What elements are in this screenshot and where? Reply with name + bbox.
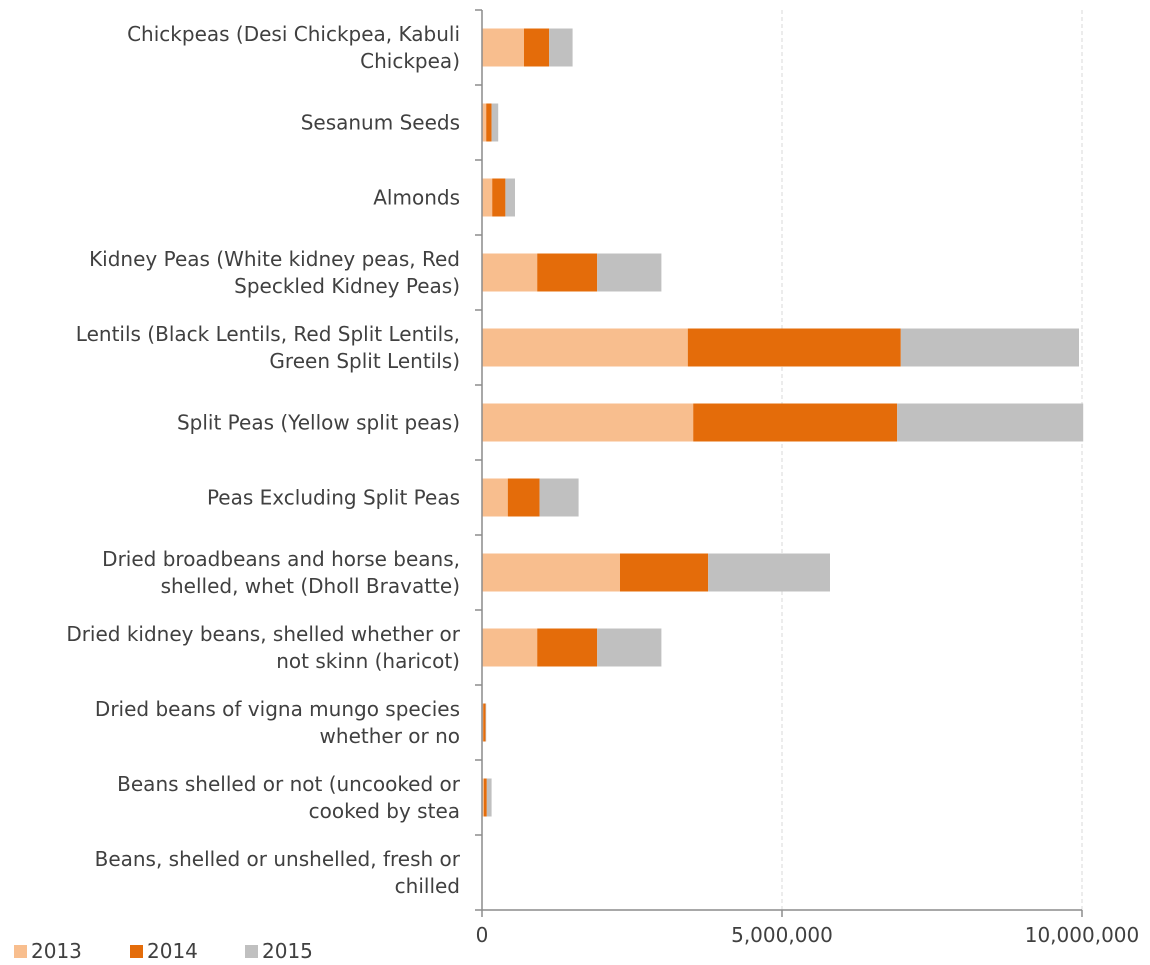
category-label: Lentils (Black Lentils, Red Split Lentil… [76, 322, 460, 373]
bar-2014-2 [492, 178, 506, 217]
category-label-line: Speckled Kidney Peas) [234, 274, 460, 298]
bar-2015-1 [491, 103, 499, 142]
category-label-line: Lentils (Black Lentils, Red Split Lentil… [76, 322, 460, 346]
bar-2013-2 [482, 178, 493, 217]
legend-label: 2014 [147, 939, 198, 963]
category-label-line: Chickpea) [360, 49, 460, 73]
bar-2013-1 [482, 103, 487, 142]
category-label: Chickpeas (Desi Chickpea, Kabuli Chickpea… [127, 22, 460, 73]
x-tick-labels: 0 5,000,000 10,000,000 [476, 923, 1140, 947]
legend: 2013 2014 2015 [14, 939, 313, 963]
category-label: Dried beans of vigna mungo species whethe… [95, 697, 460, 748]
category-label-line: cooked by stea [309, 799, 460, 823]
category-label: Beans shelled or not (uncooked or cooked … [117, 772, 461, 823]
category-label: Kidney Peas (White kidney peas, Red Speck… [89, 247, 460, 298]
legend-item-2014: 2014 [130, 939, 198, 963]
category-label-line: Almonds [373, 186, 460, 210]
bar-2015-5 [897, 403, 1084, 442]
category-label-line: Split Peas (Yellow split peas) [177, 411, 460, 435]
bar-2013-7 [482, 553, 620, 592]
bar-2013-0 [482, 28, 524, 67]
legend-item-2015: 2015 [245, 939, 313, 963]
category-label: Sesanum Seeds [301, 111, 460, 135]
category-label-line: whether or no [320, 724, 460, 748]
bar-2014-7 [620, 553, 709, 592]
bar-2015-10 [486, 778, 492, 817]
category-label-line: chilled [395, 874, 460, 898]
category-label: Dried kidney beans, shelled whether or no… [66, 622, 460, 673]
bar-2014-5 [693, 403, 898, 442]
category-label-line: Beans shelled or not (uncooked or [117, 772, 461, 796]
category-label-line: Dried kidney beans, shelled whether or [66, 622, 460, 646]
category-label: Almonds [373, 186, 460, 210]
bar-2014-9 [483, 703, 486, 742]
bar-2015-8 [597, 628, 662, 667]
axes [475, 9, 1083, 917]
legend-label: 2015 [262, 939, 313, 963]
bar-2013-4 [482, 328, 688, 367]
bar-2015-6 [539, 478, 579, 517]
bar-2013-6 [482, 478, 508, 517]
gridlines [781, 10, 1083, 910]
bar-2013-3 [482, 253, 538, 292]
legend-swatch [130, 945, 143, 958]
x-tick-label: 5,000,000 [731, 923, 833, 947]
x-tick-label: 0 [476, 923, 489, 947]
bar-2014-1 [486, 103, 492, 142]
category-label-line: Green Split Lentils) [269, 349, 460, 373]
bar-2013-8 [482, 628, 538, 667]
bar-2014-0 [524, 28, 550, 67]
bar-2014-6 [507, 478, 540, 517]
category-label-line: Sesanum Seeds [301, 111, 460, 135]
category-label-line: Beans, shelled or unshelled, fresh or [95, 847, 461, 871]
bar-2015-7 [708, 553, 830, 592]
bar-2015-3 [597, 253, 662, 292]
legend-swatch [245, 945, 258, 958]
category-label: Peas Excluding Split Peas [207, 486, 460, 510]
category-label-line: Kidney Peas (White kidney peas, Red [89, 247, 460, 271]
bar-2015-9 [485, 703, 487, 742]
category-label: Split Peas (Yellow split peas) [177, 411, 460, 435]
category-label-line: Dried beans of vigna mungo species [95, 697, 460, 721]
category-label-line: Dried broadbeans and horse beans, [102, 547, 460, 571]
category-label-line: shelled, whet (Dholl Bravatte) [161, 574, 460, 598]
bar-2014-8 [537, 628, 598, 667]
bar-2015-4 [900, 328, 1079, 367]
category-labels: Chickpeas (Desi Chickpea, Kabuli Chickpea… [66, 22, 460, 898]
bar-2014-3 [537, 253, 598, 292]
bar-2015-2 [505, 178, 515, 217]
category-label: Beans, shelled or unshelled, fresh or chi… [95, 847, 461, 898]
bar-2014-10 [483, 778, 487, 817]
category-label-line: Chickpeas (Desi Chickpea, Kabuli [127, 22, 460, 46]
category-label-line: not skinn (haricot) [276, 649, 460, 673]
legend-swatch [14, 945, 27, 958]
legend-item-2013: 2013 [14, 939, 82, 963]
legend-label: 2013 [31, 939, 82, 963]
x-tick-label: 10,000,000 [1025, 923, 1140, 947]
bar-2015-0 [549, 28, 573, 67]
bar-2013-5 [482, 403, 694, 442]
category-label-line: Peas Excluding Split Peas [207, 486, 460, 510]
category-label: Dried broadbeans and horse beans, shelled… [102, 547, 460, 598]
bar-2014-4 [687, 328, 901, 367]
bars [482, 28, 1084, 817]
bar-2013-10 [482, 778, 484, 817]
